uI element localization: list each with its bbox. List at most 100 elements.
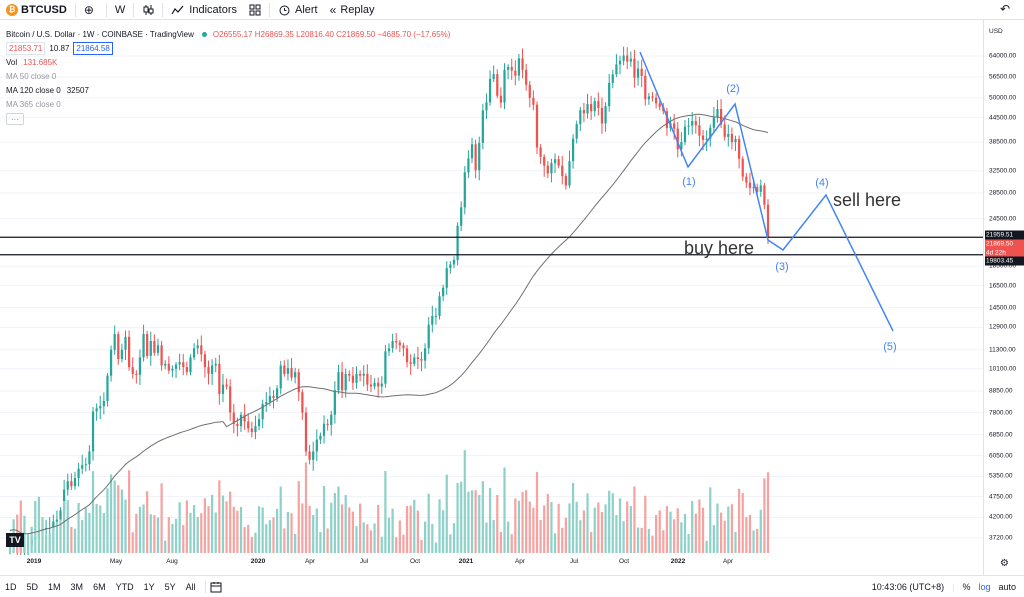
symbol-search[interactable]: ₿ BTCUSD [0,0,73,19]
volume-bar [23,515,26,553]
axis-settings-icon[interactable]: ⚙ [1000,558,1009,569]
candle-body [442,287,445,297]
candle-body [456,225,459,260]
indicators-button[interactable]: Indicators [165,0,243,19]
volume-bar [30,526,33,553]
calendar-icon[interactable] [210,581,222,593]
clock-time[interactable]: 10:43:06 (UTC+8) [871,581,945,592]
range-button-3m[interactable]: 3M [70,581,84,592]
volume-bar [550,502,553,553]
chart-type-button[interactable] [136,0,160,19]
range-button-6m[interactable]: 6M [93,581,106,592]
candle-body [438,296,441,316]
volume-bar [546,493,549,553]
candle-body [178,362,181,365]
candle-body [488,78,492,103]
volume-bar [427,493,430,553]
range-button-1m[interactable]: 1M [48,581,61,592]
alert-button[interactable]: Alert [272,0,324,19]
candle-body [146,334,149,356]
bottom-toolbar: 1D 5D 1M 3M 6M YTD 1Y 5Y All 10:43:06 (U… [0,575,1024,597]
legend-ma50-row[interactable]: MA 50 close 0 [6,69,450,83]
candle-body [546,165,549,174]
volume-bar [261,507,264,553]
candle-body [431,315,434,325]
volume-bar [279,486,282,553]
interval-button[interactable]: W [109,0,131,19]
range-button-5y[interactable]: 5Y [164,581,176,592]
time-axis[interactable]: 2019 May Aug 2020 Apr Jul Oct 2021 Apr Jul Oct 2022… [0,555,983,573]
candle-body [405,348,409,363]
volume-bar [756,529,759,553]
time-tick-label: 2021 [458,558,474,565]
price-tick-label: 12900.00 [989,323,1017,331]
spread-value: 10.87 [49,43,70,53]
log-scale-toggle[interactable]: log [978,581,991,592]
range-button-all[interactable]: All [185,581,196,592]
candle-body [84,464,87,466]
volume-bar [647,528,651,553]
volume-bar [434,542,438,553]
price-tick-label: 50000.00 [989,94,1017,102]
volume-bar [745,517,748,553]
volume-bar [698,499,701,553]
candle-body [109,349,113,376]
auto-scale-toggle[interactable]: auto [998,581,1016,592]
volume-bar [232,506,235,553]
legend-volume-row[interactable]: Vol 131.685K [6,55,450,69]
candle-body [492,74,495,79]
candle-body [340,372,344,391]
price-axis[interactable]: USD 21959.51 21869.50 4d 22h 19803.45 ⚙ … [983,20,1024,575]
volume-bar [651,535,654,553]
candle-body [604,106,607,124]
candle-body [91,411,95,452]
candle-body [369,384,373,387]
replay-button[interactable]: « Replay [324,0,381,19]
volume-bar [340,504,344,553]
range-button-1y[interactable]: 1Y [143,581,155,592]
volume-bar [420,539,423,553]
percent-scale-toggle[interactable]: % [962,581,971,592]
volume-bar [308,505,311,553]
legend-ma365-row[interactable]: MA 365 close 0 [6,97,450,111]
replay-label: Replay [340,3,375,16]
candle-body [239,414,243,427]
candle-body [575,124,578,139]
candle-body [727,133,730,137]
tradingview-logo: TV [6,533,24,547]
wave-label-2: (2) [726,83,739,95]
sell-price-button[interactable]: 21853.71 [6,41,46,55]
candle-body [640,68,643,76]
legend-collapse-button[interactable]: ··· [6,113,24,125]
price-chart[interactable]: (1) (2) (3) (4) (5) sell here buy here [0,20,983,555]
volume-bar [369,530,373,553]
volume-bar [626,501,629,553]
range-button-5d[interactable]: 5D [26,581,39,592]
volume-bar [460,481,463,553]
candle-body [452,259,456,265]
volume-bar [174,518,178,553]
undo-icon[interactable]: ↶ [999,2,1010,16]
volume-bar [665,506,669,553]
compare-button[interactable]: ⊕ [78,0,104,19]
range-button-ytd[interactable]: YTD [115,581,134,592]
time-tick-label: Jul [569,558,579,565]
candle-body [232,412,235,424]
volume-bar [312,514,315,553]
volume-bar [470,490,474,553]
candle-body [564,176,567,186]
templates-button[interactable] [243,0,267,19]
range-button-1d[interactable]: 1D [5,581,17,592]
candle-body [268,396,272,403]
volume-bar [384,470,387,553]
buy-price-button[interactable]: 21864.58 [73,41,113,55]
legend-title: Bitcoin / U.S. Dollar · 1W · COINBASE · … [6,29,194,39]
chart-legend: Bitcoin / U.S. Dollar · 1W · COINBASE · … [6,27,450,125]
candle-body [304,412,308,452]
volume-bar [618,498,622,553]
candle-body [409,362,412,364]
candle-body [571,138,575,162]
candle-body [330,414,333,425]
legend-ma120-row[interactable]: MA 120 close 0 32507 [6,83,450,97]
volume-bar [185,500,188,553]
